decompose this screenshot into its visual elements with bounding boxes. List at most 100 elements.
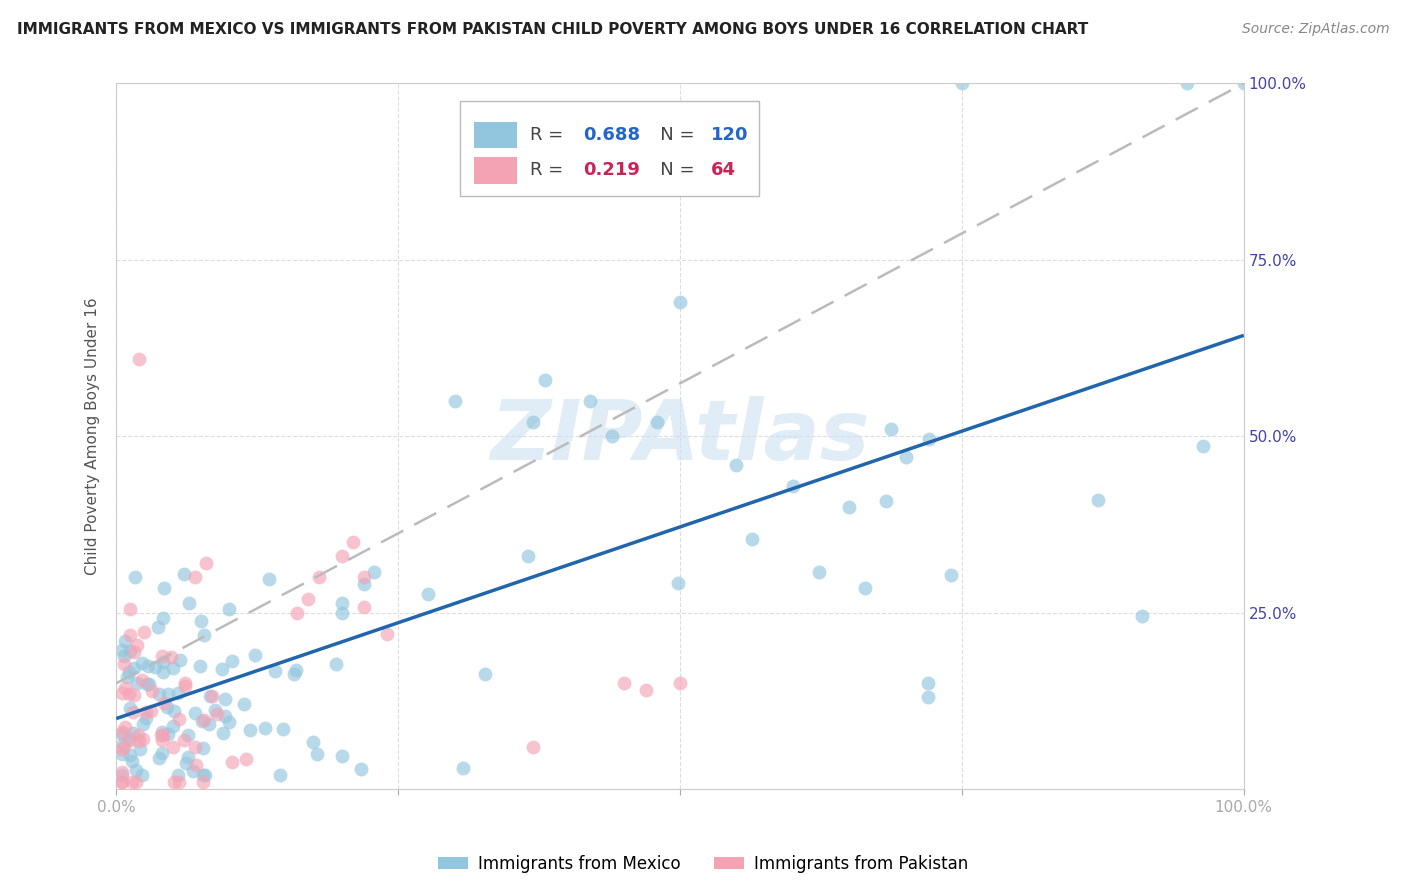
Point (121, 775, 143, 789)
Point (939, 567, 962, 582)
Text: R =: R = (530, 161, 569, 179)
Point (134, 624, 156, 639)
Point (201, 689, 224, 703)
Point (1087, 492, 1109, 507)
Point (284, 664, 307, 678)
Point (173, 732, 195, 747)
Point (152, 582, 174, 596)
Point (184, 758, 207, 772)
Point (218, 714, 240, 729)
Point (191, 740, 214, 755)
Point (235, 751, 257, 765)
Point (214, 709, 236, 723)
Point (1233, 77, 1256, 91)
Point (218, 602, 240, 616)
Point (198, 717, 221, 731)
Point (174, 756, 197, 771)
Point (124, 688, 146, 702)
FancyBboxPatch shape (460, 101, 759, 196)
Point (148, 751, 170, 765)
Point (150, 747, 173, 761)
Point (636, 683, 658, 698)
Point (416, 587, 439, 601)
Point (1132, 609, 1154, 624)
Point (375, 627, 398, 641)
Point (139, 704, 162, 718)
Point (308, 570, 330, 584)
Point (111, 741, 134, 756)
Point (131, 673, 153, 688)
Point (111, 775, 134, 789)
Point (173, 566, 195, 581)
Point (150, 649, 173, 664)
Point (184, 739, 207, 754)
Text: IMMIGRANTS FROM MEXICO VS IMMIGRANTS FROM PAKISTAN CHILD POVERTY AMONG BOYS UNDE: IMMIGRANTS FROM MEXICO VS IMMIGRANTS FRO… (17, 22, 1088, 37)
Point (239, 723, 262, 738)
Point (111, 727, 134, 741)
Point (136, 659, 159, 673)
Point (111, 642, 134, 657)
Point (221, 755, 243, 769)
Point (221, 654, 243, 668)
Point (169, 653, 191, 667)
Point (127, 639, 149, 653)
Point (451, 760, 474, 774)
Point (146, 620, 169, 634)
Point (166, 686, 188, 700)
Point (131, 768, 153, 782)
Point (193, 628, 215, 642)
Point (522, 739, 544, 754)
Point (214, 692, 236, 706)
Point (152, 728, 174, 742)
Point (194, 768, 217, 782)
Text: 0.688: 0.688 (583, 126, 640, 144)
Point (118, 733, 141, 747)
Point (136, 677, 159, 691)
Point (193, 768, 215, 782)
Legend: Immigrants from Mexico, Immigrants from Pakistan: Immigrants from Mexico, Immigrants from … (432, 848, 974, 880)
Point (271, 722, 294, 736)
Point (669, 676, 692, 690)
Point (128, 351, 150, 366)
Point (112, 740, 135, 755)
Point (917, 676, 939, 690)
Point (330, 606, 353, 620)
Point (1177, 77, 1199, 91)
Point (177, 596, 200, 610)
Text: R =: R = (530, 126, 569, 144)
Point (342, 535, 364, 549)
Point (163, 775, 186, 789)
Text: 120: 120 (710, 126, 748, 144)
Point (184, 570, 207, 584)
Point (950, 77, 973, 91)
Point (917, 433, 939, 447)
Point (204, 703, 226, 717)
Point (257, 572, 280, 586)
Text: N =: N = (643, 126, 700, 144)
Point (875, 493, 897, 508)
Point (112, 737, 135, 751)
Point (122, 705, 145, 719)
Point (188, 658, 211, 673)
Point (190, 614, 212, 628)
Point (152, 665, 174, 680)
Point (120, 601, 142, 615)
Point (150, 725, 173, 739)
Point (174, 679, 197, 693)
Point (122, 661, 145, 675)
Point (114, 720, 136, 734)
Point (125, 763, 148, 777)
Point (332, 596, 354, 610)
Point (127, 727, 149, 741)
Point (325, 657, 347, 671)
Y-axis label: Child Poverty Among Boys Under 16: Child Poverty Among Boys Under 16 (86, 297, 100, 575)
Text: 64: 64 (710, 161, 735, 179)
Point (602, 429, 624, 443)
Text: Source: ZipAtlas.com: Source: ZipAtlas.com (1241, 22, 1389, 37)
Point (111, 724, 134, 739)
Point (666, 575, 689, 590)
Point (111, 768, 134, 782)
Point (118, 687, 141, 701)
Point (443, 394, 465, 409)
Point (191, 714, 214, 729)
